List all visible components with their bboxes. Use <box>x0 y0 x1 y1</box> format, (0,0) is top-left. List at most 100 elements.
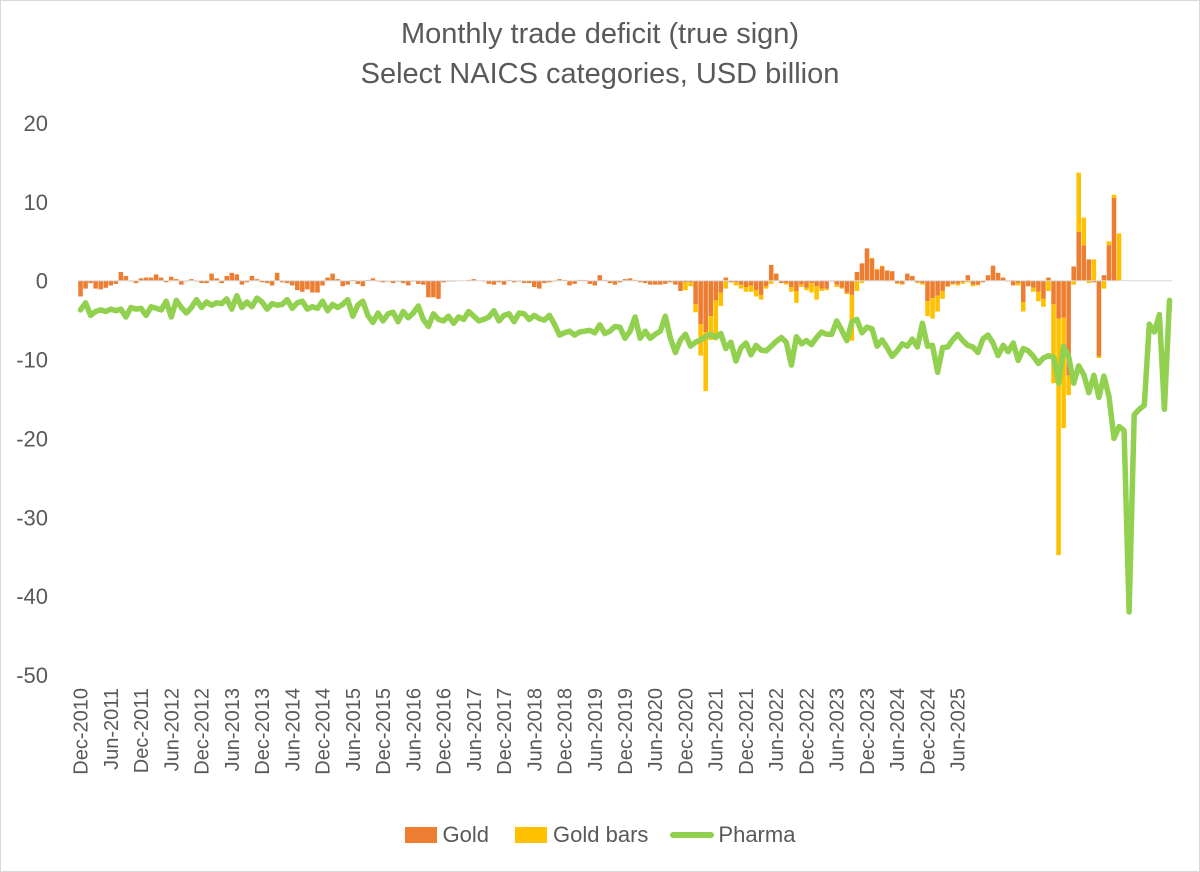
x-tick-label: Jun-2019 <box>585 688 607 771</box>
gold-bar <box>905 273 910 281</box>
gold-bar <box>496 280 502 283</box>
gold-bar <box>360 280 366 287</box>
gold-bar <box>743 280 749 288</box>
gold-bar <box>249 275 255 281</box>
gold-bar <box>945 280 950 287</box>
gold-bar <box>824 280 829 289</box>
gold-bar <box>950 280 955 284</box>
legend-label-gold-bars: Gold bars <box>553 822 649 847</box>
gold-bar <box>773 273 779 281</box>
gold-bars-bar <box>1091 259 1097 281</box>
gold-bar <box>1000 277 1006 281</box>
gold-bar <box>315 280 320 293</box>
gold-bar <box>93 280 98 289</box>
gold-bar <box>174 279 179 281</box>
gold-bars-bar <box>743 287 749 292</box>
gold-bar <box>975 280 981 285</box>
gold-bar <box>1056 280 1061 319</box>
gold-bar <box>390 280 396 284</box>
gold-bar <box>436 280 441 299</box>
gold-bar <box>854 272 860 281</box>
gold-bar <box>572 280 577 284</box>
x-tick-label: Jun-2016 <box>403 688 425 771</box>
gold-bar <box>214 278 219 281</box>
gold-bar <box>557 279 562 281</box>
x-tick-label: Jun-2011 <box>101 688 123 770</box>
gold-bar <box>320 280 325 286</box>
gold-bars-bar <box>738 284 744 289</box>
gold-bar <box>920 280 925 284</box>
gold-bar <box>1096 280 1102 357</box>
gold-bar <box>78 280 83 297</box>
x-tick-label: Dec-2013 <box>252 688 274 775</box>
gold-bar <box>340 280 345 287</box>
gold-bar <box>244 280 250 283</box>
gold-bars-bar <box>814 286 819 300</box>
gold-bars-bar <box>1101 280 1107 289</box>
gold-bar <box>103 280 108 288</box>
gold-bar <box>587 280 592 284</box>
legend-item-gold-bars: Gold bars <box>515 822 648 848</box>
gold-bar <box>400 280 406 284</box>
gold-bar <box>1036 280 1041 292</box>
gold-bars-bar <box>1106 241 1112 246</box>
gold-bars-bar <box>688 282 693 287</box>
gold-bar <box>259 280 265 283</box>
chart-title: Monthly trade deficit (true sign) <box>400 18 800 50</box>
gold-bars-bar <box>1086 280 1092 284</box>
x-tick-label: Dec-2017 <box>494 688 516 775</box>
gold-bars-bar <box>733 282 739 286</box>
gold-bar <box>83 280 88 289</box>
gold-bar <box>693 280 698 305</box>
x-tick-label: Dec-2014 <box>313 688 335 775</box>
x-tick-label: Dec-2022 <box>796 688 818 775</box>
gold-bar <box>678 280 683 291</box>
gold-bar <box>779 280 784 284</box>
gold-bar <box>733 280 739 283</box>
gold-bars-bar <box>1096 356 1102 358</box>
gold-bar <box>995 272 1001 281</box>
gold-bar <box>1076 231 1082 281</box>
gold-bar <box>133 280 139 284</box>
gold-bar <box>955 280 961 284</box>
gold-bar <box>405 280 411 286</box>
gold-bar <box>1071 266 1076 281</box>
y-tick-label: -30 <box>16 505 48 530</box>
gold-bar <box>254 279 260 281</box>
gold-bars-bar <box>789 287 794 292</box>
gold-bar <box>118 272 124 281</box>
gold-bar <box>269 280 275 286</box>
x-tick-label: Jun-2015 <box>343 688 365 771</box>
gold-bar <box>940 280 945 291</box>
gold-bar <box>607 280 613 284</box>
gold-bars-bar <box>834 284 840 288</box>
gold-bar <box>1106 245 1112 281</box>
gold-bar <box>1021 280 1026 303</box>
x-tick-label: Jun-2020 <box>645 688 667 771</box>
gold-bars-bar <box>879 265 885 267</box>
gold-bars-bar <box>1066 375 1071 396</box>
gold-bar <box>511 280 517 283</box>
gold-bar <box>884 270 890 281</box>
gold-bar <box>1086 259 1092 281</box>
gold-bar <box>274 272 280 281</box>
gold-bar <box>143 277 149 281</box>
gold-bar <box>718 280 724 293</box>
gold-bar <box>930 280 935 299</box>
gold-bar <box>335 279 340 281</box>
gold-bar <box>531 280 537 288</box>
gold-bars-bar <box>930 298 935 319</box>
gold-bar <box>647 280 653 285</box>
y-tick-label: -20 <box>16 426 48 451</box>
gold-bar <box>148 277 154 281</box>
gold-bar <box>289 280 295 286</box>
gold-bars-bar <box>869 257 875 259</box>
gold-bar <box>970 280 976 285</box>
gold-bar <box>138 278 144 281</box>
gold-bars-bar <box>1076 172 1082 232</box>
gold-bars-bar <box>920 283 925 285</box>
x-tick-label: Jun-2012 <box>161 688 183 771</box>
gold-bar <box>325 277 330 281</box>
gold-bar <box>1091 280 1097 283</box>
gold-bar <box>799 280 804 285</box>
